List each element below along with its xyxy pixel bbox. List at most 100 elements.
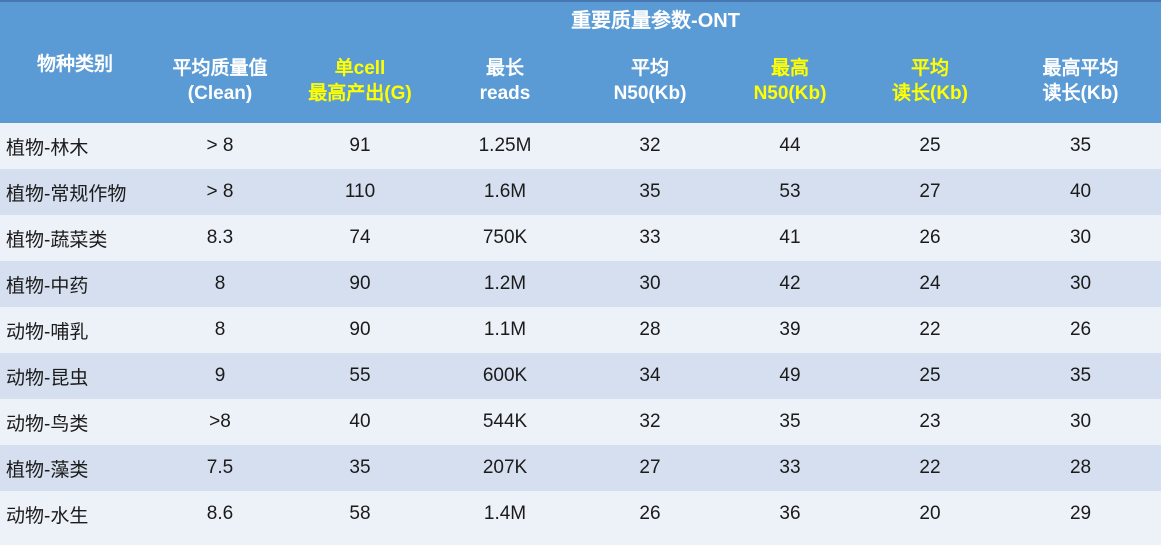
value-cell: 41 xyxy=(720,215,860,261)
value-cell: 1.4M xyxy=(430,491,580,537)
species-cell: 动物-昆虫 xyxy=(0,353,150,399)
table-row: 植物-林木 > 8 91 1.25M 32 44 25 35 xyxy=(0,123,1161,169)
value-cell: 39 xyxy=(720,307,860,353)
table-row: 动物-哺乳 8 90 1.1M 28 39 22 26 xyxy=(0,307,1161,353)
header-line: 读长(Kb) xyxy=(1042,83,1119,104)
value-cell: 24 xyxy=(860,261,1000,307)
header-line: reads xyxy=(479,83,531,104)
value-cell: 207K xyxy=(430,445,580,491)
value-cell: 30 xyxy=(580,261,720,307)
value-cell: 40 xyxy=(290,399,430,445)
value-cell: 1.1M xyxy=(430,307,580,353)
value-cell: 8.3 xyxy=(150,215,290,261)
column-header-species: 物种类别 xyxy=(0,0,150,123)
value-cell: 35 xyxy=(580,169,720,215)
value-cell: 32 xyxy=(580,123,720,169)
table-title: 重要质量参数-ONT xyxy=(150,0,1161,33)
value-cell: 30 xyxy=(1000,261,1161,307)
column-header-avg-quality: 平均质量值 (Clean) xyxy=(150,33,290,123)
species-cell: 植物-林木 xyxy=(0,123,150,169)
column-header-row: 平均质量值 (Clean) 单cell 最高产出(G) 最长 reads 平均 … xyxy=(0,33,1161,123)
header-line: 最高平均 xyxy=(1042,58,1119,80)
header-line: 读长(Kb) xyxy=(892,83,968,104)
species-cell: 植物-藻类 xyxy=(0,445,150,491)
value-cell: 1.2M xyxy=(430,261,580,307)
table-bottom-strip xyxy=(0,537,1161,545)
value-cell: 23 xyxy=(860,399,1000,445)
table-row: 动物-鸟类 >8 40 544K 32 35 23 30 xyxy=(0,399,1161,445)
table-row: 动物-昆虫 9 55 600K 34 49 25 35 xyxy=(0,353,1161,399)
value-cell: 30 xyxy=(1000,215,1161,261)
value-cell: 34 xyxy=(580,353,720,399)
table-header: 物种类别 重要质量参数-ONT 平均质量值 (Clean) 单cell 最高产出… xyxy=(0,0,1161,123)
value-cell: 22 xyxy=(860,307,1000,353)
value-cell: 26 xyxy=(1000,307,1161,353)
value-cell: 55 xyxy=(290,353,430,399)
column-header-max-avg-read-length: 最高平均 读长(Kb) xyxy=(1000,33,1161,123)
value-cell: 33 xyxy=(720,445,860,491)
value-cell: 40 xyxy=(1000,169,1161,215)
header-line: N50(Kb) xyxy=(753,83,827,104)
value-cell: 27 xyxy=(580,445,720,491)
header-line: 平均质量值 xyxy=(172,58,268,80)
value-cell: 35 xyxy=(720,399,860,445)
value-cell: 1.6M xyxy=(430,169,580,215)
value-cell: 27 xyxy=(860,169,1000,215)
value-cell: 8 xyxy=(150,307,290,353)
table-row: 植物-中药 8 90 1.2M 30 42 24 30 xyxy=(0,261,1161,307)
header-line: 单cell xyxy=(334,58,386,80)
value-cell: > 8 xyxy=(150,169,290,215)
value-cell: 91 xyxy=(290,123,430,169)
header-line: (Clean) xyxy=(187,83,253,104)
value-cell: 110 xyxy=(290,169,430,215)
value-cell: 28 xyxy=(580,307,720,353)
value-cell: 74 xyxy=(290,215,430,261)
value-cell: 30 xyxy=(1000,399,1161,445)
species-cell: 植物-常规作物 xyxy=(0,169,150,215)
value-cell: 7.5 xyxy=(150,445,290,491)
value-cell: 8.6 xyxy=(150,491,290,537)
value-cell: 25 xyxy=(860,123,1000,169)
column-header-max-n50: 最高 N50(Kb) xyxy=(720,33,860,123)
column-header-avg-read-length: 平均 读长(Kb) xyxy=(860,33,1000,123)
value-cell: >8 xyxy=(150,399,290,445)
table-row: 植物-蔬菜类 8.3 74 750K 33 41 26 30 xyxy=(0,215,1161,261)
value-cell: 750K xyxy=(430,215,580,261)
value-cell: 44 xyxy=(720,123,860,169)
value-cell: 32 xyxy=(580,399,720,445)
value-cell: 58 xyxy=(290,491,430,537)
value-cell: 42 xyxy=(720,261,860,307)
value-cell: 90 xyxy=(290,261,430,307)
value-cell: 22 xyxy=(860,445,1000,491)
value-cell: > 8 xyxy=(150,123,290,169)
table-row: 植物-常规作物 > 8 110 1.6M 35 53 27 40 xyxy=(0,169,1161,215)
value-cell: 25 xyxy=(860,353,1000,399)
header-line: 平均 xyxy=(910,58,949,80)
header-line: N50(Kb) xyxy=(613,83,687,104)
value-cell: 49 xyxy=(720,353,860,399)
column-header-single-cell-max-yield: 单cell 最高产出(G) xyxy=(290,33,430,123)
value-cell: 28 xyxy=(1000,445,1161,491)
species-cell: 植物-蔬菜类 xyxy=(0,215,150,261)
table-row: 动物-水生 8.6 58 1.4M 26 36 20 29 xyxy=(0,491,1161,537)
table-row: 植物-藻类 7.5 35 207K 27 33 22 28 xyxy=(0,445,1161,491)
header-line: 最高 xyxy=(770,58,809,80)
value-cell: 53 xyxy=(720,169,860,215)
value-cell: 35 xyxy=(1000,353,1161,399)
value-cell: 26 xyxy=(860,215,1000,261)
column-header-longest-reads: 最长 reads xyxy=(430,33,580,123)
header-line: 平均 xyxy=(630,58,669,80)
species-cell: 动物-水生 xyxy=(0,491,150,537)
value-cell: 29 xyxy=(1000,491,1161,537)
species-cell: 植物-中药 xyxy=(0,261,150,307)
value-cell: 90 xyxy=(290,307,430,353)
column-header-avg-n50: 平均 N50(Kb) xyxy=(580,33,720,123)
header-line: 最高产出(G) xyxy=(308,83,412,104)
value-cell: 1.25M xyxy=(430,123,580,169)
value-cell: 33 xyxy=(580,215,720,261)
species-cell: 动物-哺乳 xyxy=(0,307,150,353)
table-body: 植物-林木 > 8 91 1.25M 32 44 25 35 植物-常规作物 >… xyxy=(0,123,1161,537)
value-cell: 9 xyxy=(150,353,290,399)
